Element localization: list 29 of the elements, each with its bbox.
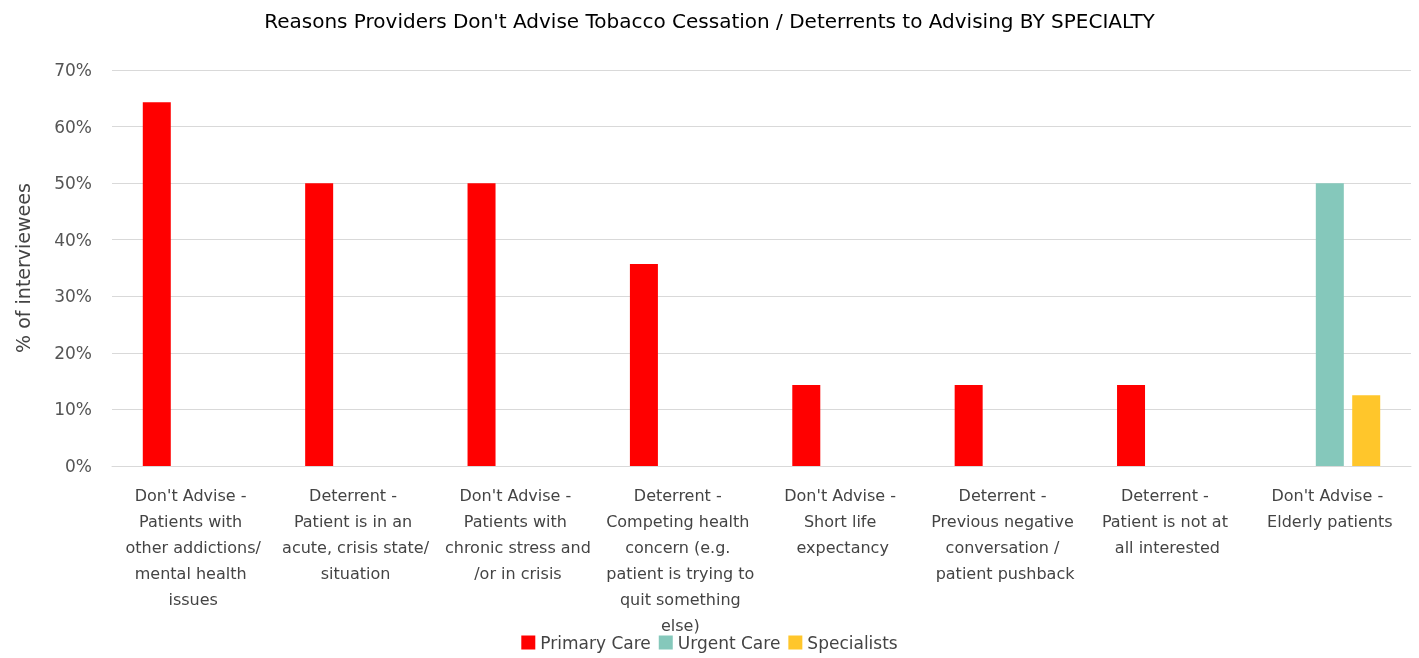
y-tick-label: 0% — [65, 456, 92, 476]
bar — [142, 102, 171, 466]
x-tick-label: Deterrent - Competing health concern (e.g. patient is trying to quit something else) — [606, 485, 755, 635]
x-tick-label: Deterrent - Patient is not at all interested — [1101, 485, 1233, 557]
bar — [467, 183, 496, 466]
bar — [305, 183, 334, 466]
bar — [1117, 385, 1146, 466]
x-tick-label: Deterrent - Patient is in an acute, crisis state/situation — [282, 485, 430, 583]
bar — [629, 264, 658, 466]
x-tick-label: Don't Advise - Patients with other addictions/mental health issues — [125, 485, 262, 609]
y-axis-title: % of interviewees — [11, 183, 34, 353]
x-tick-label: Deterrent - Previous negative conversation / patient pushback — [931, 485, 1079, 583]
chart-title: Reasons Providers Don't Advise Tobacco Cessation / Deterrents to Advising BY SPECIALTY — [264, 9, 1156, 33]
x-tick-label: Don't Advise - Patients with chronic stress and/or in crisis — [444, 485, 591, 583]
x-tick-label: Don't Advise - Short life expectancy — [784, 485, 902, 557]
bar — [954, 385, 983, 466]
y-tick-label: 60% — [54, 116, 92, 137]
y-tick-label: 10% — [54, 399, 92, 420]
y-tick-label: 70% — [54, 60, 92, 80]
legend-label: Primary Care — [540, 632, 651, 653]
legend-label: Specialists — [807, 632, 898, 653]
bar — [1352, 395, 1381, 466]
y-tick-label: 40% — [54, 229, 92, 250]
y-tick-label: 20% — [54, 342, 92, 363]
y-tick-label: 30% — [54, 286, 92, 307]
y-tick-label: 50% — [54, 173, 92, 194]
bar — [792, 385, 821, 466]
bar — [1315, 183, 1344, 466]
x-tick-label: Don't Advise - Elderly patients — [1267, 485, 1393, 531]
